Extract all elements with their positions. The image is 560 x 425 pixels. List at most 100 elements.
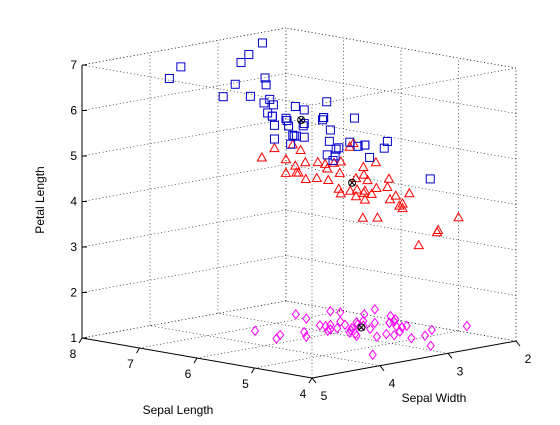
grid-line-floor-x	[139, 310, 344, 349]
data-point-triangle	[357, 161, 369, 171]
data-point-diamond	[291, 309, 300, 320]
data-point-triangle	[358, 187, 370, 197]
axes-box	[81, 27, 517, 379]
x-tick-mark	[193, 357, 198, 364]
y-tick-mark	[311, 377, 317, 384]
data-point-diamond	[300, 326, 309, 338]
data-point-triangle	[432, 224, 444, 235]
data-point-triangle	[371, 182, 382, 193]
data-point-square	[263, 108, 273, 118]
data-point-triangle	[351, 183, 363, 194]
data-point-square	[425, 174, 435, 184]
z-tick-label: 1	[70, 331, 77, 345]
data-point-triangle	[269, 142, 280, 153]
data-point-square	[281, 113, 291, 123]
z-tick-label: 4	[70, 195, 77, 209]
grid-line-wall-z	[285, 118, 517, 160]
data-point-triangle	[390, 190, 402, 200]
data-point-square	[245, 91, 255, 101]
data-point-square	[269, 120, 279, 130]
data-point-square	[365, 152, 375, 162]
data-point-diamond	[370, 317, 379, 329]
data-point-triangle	[299, 156, 311, 167]
data-points	[164, 38, 471, 361]
z-tick-label: 3	[70, 240, 77, 254]
data-point-diamond	[347, 322, 356, 334]
data-point-square	[288, 130, 298, 140]
data-point-triangle	[311, 172, 323, 182]
data-point-triangle	[359, 194, 371, 204]
data-point-triangle	[300, 173, 312, 184]
y-tick-label: 5	[321, 389, 328, 403]
data-point-diamond	[407, 332, 416, 344]
x-tick-label: 4	[300, 387, 307, 401]
data-point-diamond	[276, 329, 285, 341]
data-point-diamond	[302, 313, 311, 324]
y-tick-mark	[515, 340, 521, 347]
data-point-square	[325, 125, 335, 135]
y-tick-label: 4	[389, 377, 396, 391]
z-tick-label: 6	[70, 104, 77, 118]
x-axis-label: Sepal Length	[143, 403, 214, 417]
data-point-diamond	[392, 320, 401, 332]
x-tick-mark	[136, 347, 140, 354]
data-point-square	[345, 137, 355, 147]
data-point-diamond	[351, 328, 360, 339]
grid-line-wall-z	[285, 300, 517, 342]
data-point-triangle	[312, 156, 324, 167]
data-point-triangle	[372, 212, 383, 222]
x-tick-mark	[78, 337, 83, 344]
grid-line-wall-z	[285, 164, 517, 205]
data-point-diamond	[370, 304, 379, 315]
data-point-triangle	[453, 211, 464, 222]
grid-line-floor-y	[217, 313, 449, 354]
z-tick-label: 5	[70, 149, 77, 163]
axis-line-y	[311, 340, 517, 379]
box-edge-top-left	[81, 27, 287, 66]
data-point-diamond	[385, 317, 394, 329]
data-point-square	[260, 73, 270, 83]
data-point-triangle	[335, 187, 347, 198]
data-point-diamond	[315, 319, 325, 331]
y-tick-label: 3	[457, 364, 464, 378]
data-point-square	[164, 74, 174, 83]
data-point-triangle	[321, 163, 333, 173]
x-tick-mark	[251, 367, 255, 374]
data-point-square	[259, 98, 269, 108]
box-edge-top-right	[311, 67, 517, 106]
x-tick-label: 7	[127, 357, 134, 371]
data-point-triangle	[382, 181, 393, 191]
y-axis-label: Sepal Width	[402, 391, 467, 405]
data-point-triangle	[350, 172, 362, 183]
grid-line-floor-y	[149, 325, 381, 366]
grid-lines	[81, 27, 517, 379]
data-point-square	[290, 102, 300, 112]
data-point-diamond	[426, 340, 435, 352]
data-point-square	[267, 111, 277, 121]
grid-line-wall-z2	[81, 27, 287, 66]
data-point-square	[382, 136, 392, 146]
grid-line-wall-z	[285, 255, 517, 296]
data-point-triangle	[322, 174, 334, 184]
data-point-diamond	[333, 322, 342, 334]
data-point-square	[318, 115, 328, 125]
data-point-diamond	[462, 320, 471, 332]
data-point-triangle	[287, 138, 299, 149]
data-point-triangle	[357, 212, 369, 222]
data-point-triangle	[383, 173, 395, 183]
y-tick-mark	[447, 353, 453, 359]
data-point-diamond	[420, 330, 430, 341]
grid-line-wall-z2	[81, 73, 287, 111]
data-point-square	[299, 132, 309, 142]
data-point-diamond	[250, 325, 260, 337]
data-point-square	[268, 100, 278, 110]
data-point-triangle	[293, 167, 304, 177]
data-point-square	[267, 111, 277, 121]
data-point-diamond	[302, 331, 311, 343]
box-edge-top-front	[81, 64, 313, 106]
grid-line-wall-z2	[81, 300, 287, 339]
data-point-triangle	[358, 169, 370, 179]
data-point-diamond	[352, 330, 361, 342]
grid-line-wall-z	[285, 209, 517, 251]
